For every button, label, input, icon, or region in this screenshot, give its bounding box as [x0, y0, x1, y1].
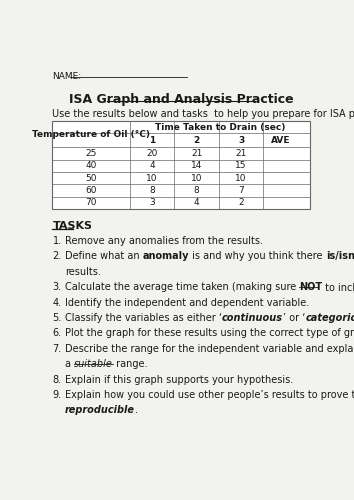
Text: 3: 3	[149, 198, 155, 207]
Text: Plot the graph for these results using the correct type of graph.: Plot the graph for these results using t…	[65, 328, 354, 338]
Text: TASKS: TASKS	[52, 222, 92, 232]
Text: 4: 4	[194, 198, 199, 207]
Text: continuous: continuous	[222, 313, 283, 323]
Text: 40: 40	[85, 162, 97, 170]
Text: 8.: 8.	[52, 374, 62, 384]
Text: Explain how you could use other people’s results to prove that yours are: Explain how you could use other people’s…	[65, 390, 354, 400]
Text: 3: 3	[238, 136, 244, 145]
Text: 1: 1	[149, 136, 155, 145]
Text: 14: 14	[191, 162, 202, 170]
Text: ISA Graph and Analysis Practice: ISA Graph and Analysis Practice	[69, 92, 294, 106]
Text: results.: results.	[65, 266, 101, 276]
Text: Remove any anomalies from the results.: Remove any anomalies from the results.	[65, 236, 263, 246]
Text: NOT: NOT	[299, 282, 322, 292]
Text: 15: 15	[235, 162, 247, 170]
Text: Describe the range for the independent variable and explain why you think it is/: Describe the range for the independent v…	[65, 344, 354, 353]
Text: 8: 8	[149, 186, 155, 195]
Bar	[52, 121, 310, 209]
Text: range.: range.	[113, 359, 147, 369]
Text: anomaly: anomaly	[143, 252, 189, 262]
Text: 25: 25	[85, 149, 97, 158]
Text: 60: 60	[85, 186, 97, 195]
Text: 21: 21	[191, 149, 202, 158]
Text: ’ or ‘: ’ or ‘	[283, 313, 305, 323]
Text: 10: 10	[235, 174, 247, 182]
Text: Use the results below and tasks  to help you prepare for ISA paper 2: Use the results below and tasks to help …	[52, 109, 354, 119]
Text: 1.: 1.	[52, 236, 62, 246]
Text: 2.: 2.	[52, 252, 62, 262]
Text: 3.: 3.	[52, 282, 62, 292]
Text: Classify the variables as either ‘: Classify the variables as either ‘	[65, 313, 222, 323]
Text: Temperature of Oil (°C): Temperature of Oil (°C)	[32, 130, 150, 139]
Text: 9.: 9.	[52, 390, 62, 400]
Text: 2: 2	[193, 136, 200, 145]
Text: 4: 4	[149, 162, 155, 170]
Text: 7.: 7.	[52, 344, 62, 353]
Text: 7: 7	[238, 186, 244, 195]
Text: is/isn’t: is/isn’t	[326, 252, 354, 262]
Text: suitable: suitable	[74, 359, 113, 369]
Text: AVE: AVE	[271, 136, 290, 145]
Text: reproducible: reproducible	[65, 406, 135, 415]
Text: 2: 2	[238, 198, 244, 207]
Text: Identify the independent and dependent variable.: Identify the independent and dependent v…	[65, 298, 309, 308]
Text: Calculate the average time taken (making sure: Calculate the average time taken (making…	[65, 282, 299, 292]
Text: 50: 50	[85, 174, 97, 182]
Text: 10: 10	[191, 174, 202, 182]
Text: 8: 8	[194, 186, 199, 195]
Text: 10: 10	[146, 174, 158, 182]
Text: 21: 21	[235, 149, 247, 158]
Text: Explain if this graph supports your hypothesis.: Explain if this graph supports your hypo…	[65, 374, 293, 384]
Text: Time Taken to Drain (sec): Time Taken to Drain (sec)	[155, 122, 285, 132]
Text: 20: 20	[147, 149, 158, 158]
Text: to include anomalies): to include anomalies)	[322, 282, 354, 292]
Text: is and why you think there: is and why you think there	[189, 252, 326, 262]
Text: 4.: 4.	[52, 298, 62, 308]
Text: a: a	[65, 359, 74, 369]
Text: 70: 70	[85, 198, 97, 207]
Text: 6.: 6.	[52, 328, 62, 338]
Text: Define what an: Define what an	[65, 252, 143, 262]
Text: categoric: categoric	[305, 313, 354, 323]
Text: NAME:: NAME:	[52, 72, 82, 80]
Text: .: .	[135, 406, 138, 415]
Text: 5.: 5.	[52, 313, 62, 323]
